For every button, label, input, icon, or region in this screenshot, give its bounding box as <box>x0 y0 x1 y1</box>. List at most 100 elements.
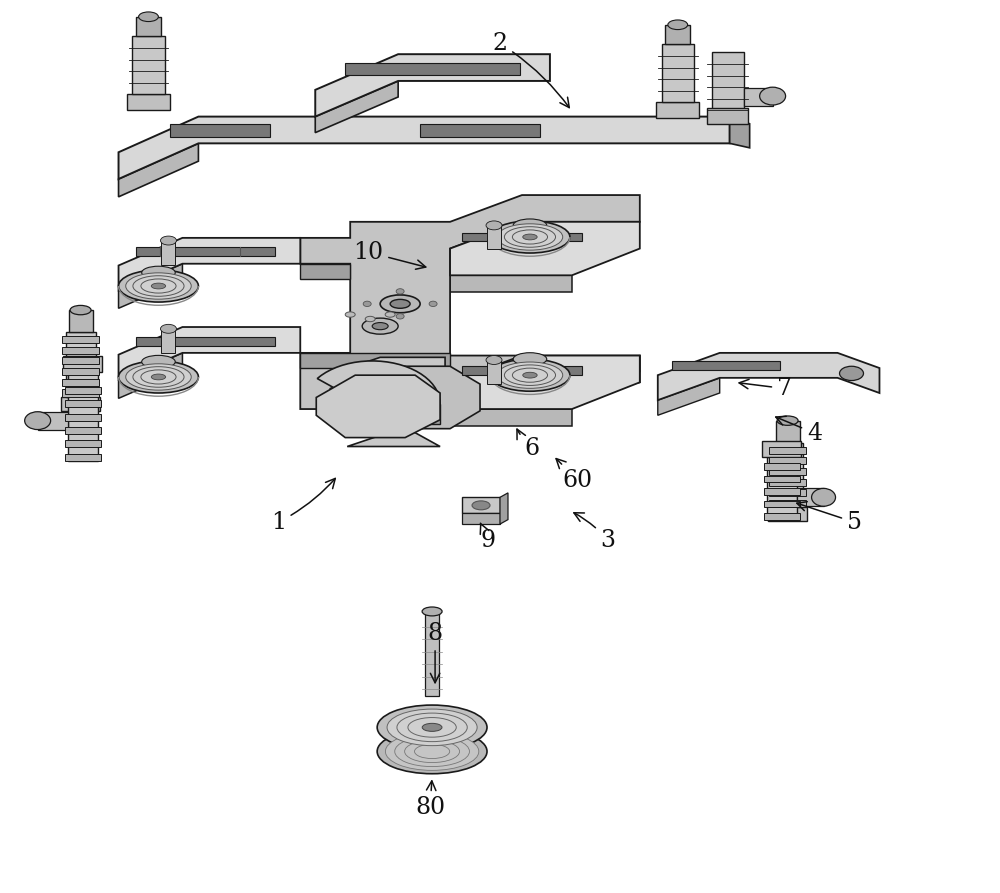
Ellipse shape <box>141 370 176 384</box>
Polygon shape <box>340 357 445 399</box>
Polygon shape <box>300 195 640 427</box>
Text: 10: 10 <box>353 240 426 270</box>
Polygon shape <box>68 371 98 461</box>
Polygon shape <box>707 108 748 124</box>
Ellipse shape <box>160 236 176 245</box>
Polygon shape <box>462 232 582 241</box>
Polygon shape <box>658 353 879 400</box>
Ellipse shape <box>119 361 198 393</box>
Ellipse shape <box>513 219 547 232</box>
Polygon shape <box>462 366 582 375</box>
Polygon shape <box>764 476 800 482</box>
Polygon shape <box>764 513 800 520</box>
Ellipse shape <box>365 316 375 321</box>
Ellipse shape <box>777 416 798 425</box>
Ellipse shape <box>133 276 184 296</box>
Text: 3: 3 <box>574 513 615 552</box>
Ellipse shape <box>472 501 490 510</box>
Polygon shape <box>136 246 275 255</box>
Ellipse shape <box>395 736 469 766</box>
Ellipse shape <box>486 221 502 230</box>
Polygon shape <box>764 488 800 495</box>
Ellipse shape <box>377 730 487 773</box>
Polygon shape <box>730 117 750 148</box>
Polygon shape <box>61 396 100 411</box>
Ellipse shape <box>151 283 166 289</box>
Polygon shape <box>170 124 270 138</box>
Polygon shape <box>119 327 300 380</box>
Ellipse shape <box>345 312 355 317</box>
Polygon shape <box>62 379 99 386</box>
Polygon shape <box>768 507 807 522</box>
Polygon shape <box>450 221 640 275</box>
Polygon shape <box>762 441 801 457</box>
Ellipse shape <box>362 318 398 334</box>
Ellipse shape <box>142 355 175 368</box>
Ellipse shape <box>142 266 175 279</box>
Polygon shape <box>300 353 450 368</box>
Ellipse shape <box>119 270 198 302</box>
Polygon shape <box>769 468 806 475</box>
Ellipse shape <box>405 740 460 763</box>
Polygon shape <box>769 500 806 507</box>
Text: 6: 6 <box>517 430 540 460</box>
Polygon shape <box>518 225 542 234</box>
Polygon shape <box>127 95 170 111</box>
Ellipse shape <box>380 295 420 313</box>
Polygon shape <box>119 238 300 291</box>
Polygon shape <box>161 240 175 264</box>
Ellipse shape <box>504 365 556 386</box>
Polygon shape <box>773 443 803 507</box>
Ellipse shape <box>486 355 502 364</box>
Polygon shape <box>62 389 99 396</box>
Polygon shape <box>348 404 440 424</box>
Ellipse shape <box>490 221 570 253</box>
Polygon shape <box>425 612 439 697</box>
Polygon shape <box>764 463 800 470</box>
Polygon shape <box>62 336 99 343</box>
Ellipse shape <box>390 299 410 308</box>
Polygon shape <box>776 421 800 443</box>
Text: 8: 8 <box>428 622 443 683</box>
Polygon shape <box>712 53 744 115</box>
Polygon shape <box>672 361 780 370</box>
Ellipse shape <box>760 88 786 105</box>
Polygon shape <box>744 88 773 106</box>
Ellipse shape <box>513 353 547 365</box>
Ellipse shape <box>840 366 863 380</box>
Ellipse shape <box>133 367 184 388</box>
Polygon shape <box>764 501 800 507</box>
Ellipse shape <box>377 705 487 749</box>
Polygon shape <box>767 457 797 520</box>
Polygon shape <box>65 440 101 447</box>
Polygon shape <box>518 359 542 371</box>
Polygon shape <box>65 400 101 407</box>
Polygon shape <box>462 497 500 513</box>
Ellipse shape <box>139 12 158 21</box>
Ellipse shape <box>429 301 437 306</box>
Ellipse shape <box>415 744 450 758</box>
Polygon shape <box>119 117 730 179</box>
Polygon shape <box>119 144 198 196</box>
Polygon shape <box>315 54 550 117</box>
Ellipse shape <box>126 273 191 299</box>
Polygon shape <box>300 263 350 279</box>
Ellipse shape <box>385 732 479 771</box>
Ellipse shape <box>422 607 442 616</box>
Ellipse shape <box>363 301 371 306</box>
Polygon shape <box>65 427 101 434</box>
Polygon shape <box>420 124 540 138</box>
Polygon shape <box>330 366 480 429</box>
Polygon shape <box>317 361 440 446</box>
Ellipse shape <box>151 374 166 380</box>
Ellipse shape <box>512 230 548 244</box>
Text: 80: 80 <box>415 780 445 819</box>
Ellipse shape <box>812 488 836 506</box>
Ellipse shape <box>523 372 537 378</box>
Ellipse shape <box>397 714 467 741</box>
Text: 60: 60 <box>556 459 593 492</box>
Ellipse shape <box>422 723 442 731</box>
Polygon shape <box>665 25 690 45</box>
Polygon shape <box>65 387 101 394</box>
Polygon shape <box>65 454 101 461</box>
